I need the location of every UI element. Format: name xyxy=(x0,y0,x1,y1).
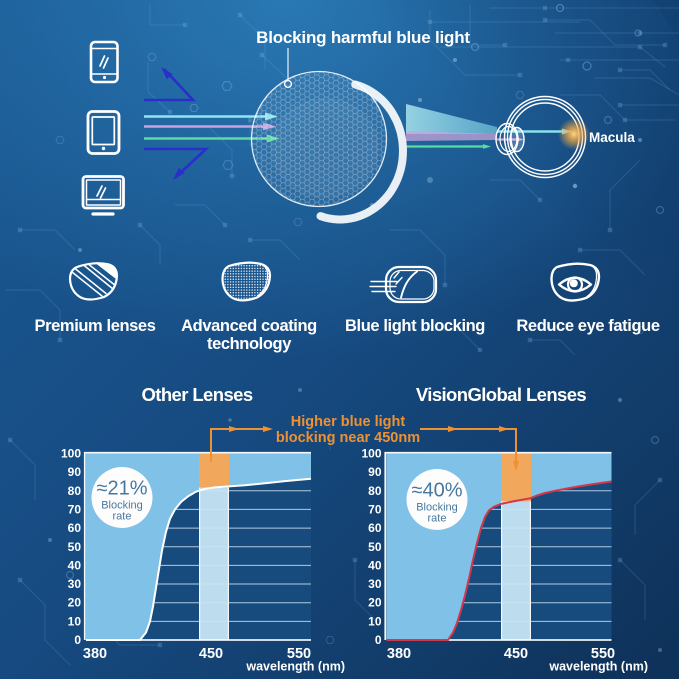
svg-text:50: 50 xyxy=(368,540,382,554)
svg-text:10: 10 xyxy=(68,614,82,628)
svg-text:100: 100 xyxy=(61,447,81,461)
svg-text:20: 20 xyxy=(368,596,382,610)
svg-text:100: 100 xyxy=(361,447,381,461)
svg-text:≈40%: ≈40% xyxy=(411,480,462,502)
svg-text:30: 30 xyxy=(368,577,382,591)
svg-text:450: 450 xyxy=(504,646,528,662)
svg-text:Premium lenses: Premium lenses xyxy=(35,317,156,335)
svg-text:Blocking harmful blue light: Blocking harmful blue light xyxy=(256,28,470,47)
svg-text:70: 70 xyxy=(68,503,82,517)
svg-text:80: 80 xyxy=(368,484,382,498)
svg-text:wavelength (nm): wavelength (nm) xyxy=(245,660,345,674)
svg-text:rate: rate xyxy=(428,513,447,525)
svg-text:≈21%: ≈21% xyxy=(96,478,147,500)
svg-text:90: 90 xyxy=(68,465,82,479)
svg-text:10: 10 xyxy=(368,614,382,628)
svg-text:40: 40 xyxy=(368,558,382,572)
svg-text:450: 450 xyxy=(199,646,223,662)
svg-text:Reduce eye fatigue: Reduce eye fatigue xyxy=(516,317,659,335)
svg-text:Blue light blocking: Blue light blocking xyxy=(345,317,485,335)
svg-text:50: 50 xyxy=(68,540,82,554)
svg-text:rate: rate xyxy=(113,511,132,523)
svg-text:380: 380 xyxy=(83,646,107,662)
svg-text:0: 0 xyxy=(74,633,81,647)
svg-text:70: 70 xyxy=(368,503,382,517)
svg-text:Blocking: Blocking xyxy=(101,500,143,512)
svg-text:Macula: Macula xyxy=(589,130,635,145)
svg-text:40: 40 xyxy=(68,558,82,572)
svg-text:20: 20 xyxy=(68,596,82,610)
svg-text:550: 550 xyxy=(591,646,615,662)
svg-text:Higher blue light: Higher blue light xyxy=(291,414,406,430)
svg-text:60: 60 xyxy=(368,521,382,535)
svg-text:technology: technology xyxy=(207,335,292,353)
svg-text:80: 80 xyxy=(68,484,82,498)
svg-text:90: 90 xyxy=(368,465,382,479)
svg-text:60: 60 xyxy=(68,521,82,535)
svg-text:Other Lenses: Other Lenses xyxy=(141,384,252,405)
svg-text:0: 0 xyxy=(375,633,382,647)
svg-text:30: 30 xyxy=(68,577,82,591)
svg-text:380: 380 xyxy=(387,646,411,662)
svg-text:VisionGlobal Lenses: VisionGlobal Lenses xyxy=(416,384,587,405)
svg-text:wavelength (nm): wavelength (nm) xyxy=(548,660,648,674)
svg-text:Advanced coating: Advanced coating xyxy=(181,317,317,335)
svg-text:Blocking: Blocking xyxy=(416,502,458,514)
svg-text:550: 550 xyxy=(287,646,311,662)
svg-text:blocking near 450nm: blocking near 450nm xyxy=(276,430,420,446)
